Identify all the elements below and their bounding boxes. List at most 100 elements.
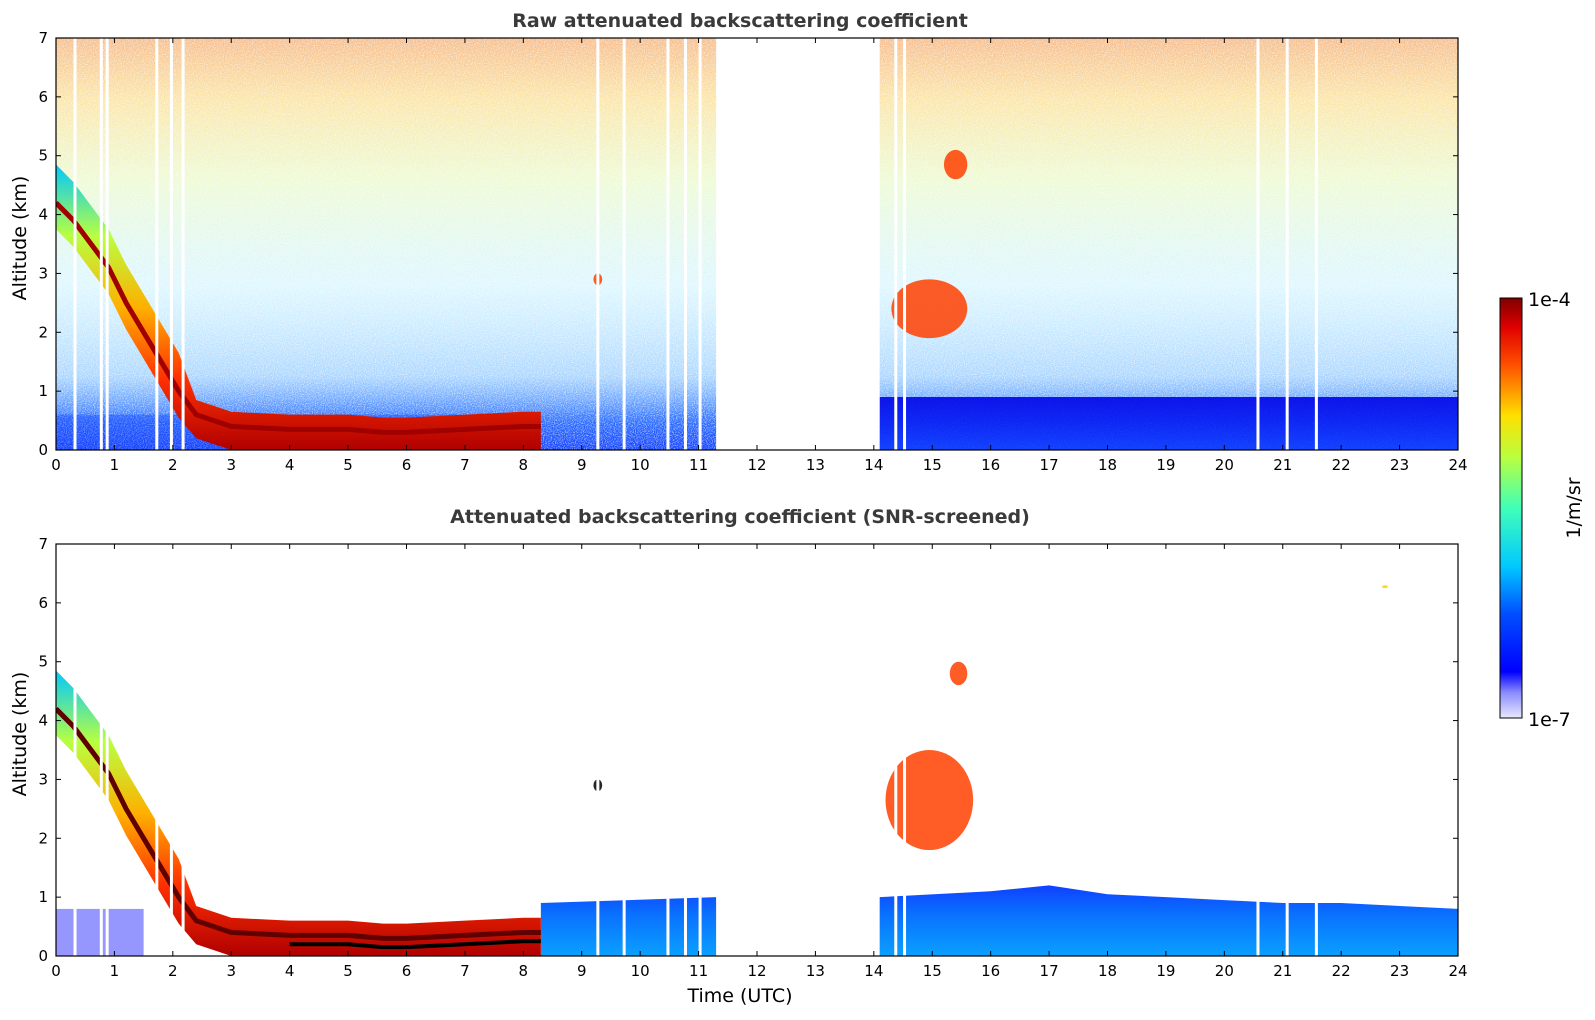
x-axis-ticks: 0 1 2 3 4 5 6 7 8 9 10 11 12 13 14 15 16 17 18 19 20 21 22 23 24	[51, 38, 1468, 474]
y-tick-label: 5	[38, 653, 48, 671]
y-tick-label: 0	[38, 947, 48, 965]
x-tick-label: 22	[1332, 456, 1351, 474]
y-tick-label: 0	[38, 441, 48, 459]
panel-title: Raw attenuated backscattering coefficien…	[512, 10, 968, 32]
cloud-feature	[891, 279, 968, 339]
x-tick-label: 19	[1156, 456, 1175, 474]
missing-profile	[169, 38, 173, 450]
x-tick-label: 17	[1040, 962, 1059, 980]
missing-profile	[73, 38, 77, 450]
x-tick-label: 18	[1098, 456, 1117, 474]
panel-screened: Attenuated backscattering coefficient (S…	[9, 506, 1468, 1007]
y-axis-ticks: 0 1 2 3 4 5 6 7	[38, 535, 1458, 965]
colorbar: 1e-4 1e-7 1/m/sr	[1499, 289, 1585, 731]
missing-profile	[666, 544, 670, 956]
x-tick-label: 17	[1040, 456, 1059, 474]
x-tick-label: 1	[110, 456, 120, 474]
x-tick-label: 3	[226, 962, 236, 980]
x-tick-label: 0	[51, 456, 61, 474]
missing-profile	[99, 544, 103, 956]
x-tick-label: 1	[110, 962, 120, 980]
x-tick-label: 7	[460, 456, 470, 474]
x-tick-label: 4	[285, 456, 295, 474]
x-tick-label: 24	[1448, 456, 1467, 474]
y-tick-label: 3	[38, 264, 48, 282]
x-tick-label: 23	[1390, 962, 1409, 980]
colorbar-unit-label: 1/m/sr	[1563, 477, 1585, 538]
x-tick-label: 3	[226, 456, 236, 474]
panel-title: Attenuated backscattering coefficient (S…	[450, 506, 1030, 528]
missing-profile	[1285, 544, 1289, 956]
missing-profile	[73, 544, 77, 956]
missing-profile	[1256, 544, 1260, 956]
colorbar-min-label: 1e-7	[1528, 709, 1571, 731]
x-tick-label: 22	[1332, 962, 1351, 980]
data-gap	[716, 544, 880, 956]
missing-profile	[894, 38, 898, 450]
missing-profile	[1314, 544, 1318, 956]
missing-profile	[99, 38, 103, 450]
missing-profile	[1314, 38, 1318, 450]
y-tick-label: 3	[38, 770, 48, 788]
colorbar-gradient	[1499, 297, 1523, 719]
x-tick-label: 5	[343, 962, 353, 980]
boundary-layer	[540, 885, 1458, 956]
x-tick-label: 16	[981, 962, 1000, 980]
x-tick-label: 9	[577, 456, 587, 474]
x-tick-label: 13	[806, 456, 825, 474]
y-tick-label: 2	[38, 323, 48, 341]
x-tick-label: 0	[51, 962, 61, 980]
x-tick-label: 2	[168, 962, 178, 980]
missing-profile	[155, 38, 159, 450]
x-tick-label: 15	[923, 456, 942, 474]
cloud-feature	[1382, 585, 1388, 589]
x-tick-label: 20	[1215, 456, 1234, 474]
y-tick-label: 7	[38, 535, 48, 553]
x-tick-label: 8	[519, 456, 529, 474]
y-tick-label: 6	[38, 88, 48, 106]
missing-profile	[622, 38, 626, 450]
x-tick-label: 10	[631, 456, 650, 474]
x-tick-label: 12	[747, 456, 766, 474]
x-tick-label: 4	[285, 962, 295, 980]
x-tick-label: 16	[981, 456, 1000, 474]
x-tick-label: 23	[1390, 456, 1409, 474]
missing-profile	[622, 544, 626, 956]
colorbar-max-label: 1e-4	[1528, 289, 1571, 311]
x-tick-label: 21	[1273, 456, 1292, 474]
missing-profile	[1256, 38, 1260, 450]
x-tick-label: 5	[343, 456, 353, 474]
missing-profile	[596, 544, 600, 956]
heatmap-area	[55, 543, 1459, 957]
x-tick-label: 24	[1448, 962, 1467, 980]
boundary-layer	[879, 397, 1458, 450]
cloud-feature	[943, 149, 968, 180]
x-tick-label: 14	[864, 456, 883, 474]
panel-raw: Raw attenuated backscattering coefficien…	[9, 10, 1468, 474]
x-axis-ticks: 0 1 2 3 4 5 6 7 8 9 10 11 12 13 14 15 16 17 18 19 20 21 22 23 24	[51, 544, 1468, 980]
missing-profile	[683, 544, 687, 956]
missing-profile	[155, 544, 159, 956]
missing-profile	[698, 544, 702, 956]
missing-profile	[903, 544, 907, 956]
x-tick-label: 12	[747, 962, 766, 980]
data-gap	[716, 38, 880, 450]
missing-profile	[903, 38, 907, 450]
x-axis-label: Time (UTC)	[686, 985, 792, 1007]
cloud-feature	[885, 750, 974, 851]
y-axis-label: Altitude (km)	[9, 672, 31, 797]
x-tick-label: 6	[402, 456, 412, 474]
x-tick-label: 7	[460, 962, 470, 980]
x-tick-label: 8	[519, 962, 529, 980]
missing-profile	[181, 38, 185, 450]
y-axis-ticks: 0 1 2 3 4 5 6 7	[38, 29, 1458, 459]
cloud-layer	[56, 670, 541, 956]
x-tick-label: 11	[689, 456, 708, 474]
missing-profile	[596, 38, 600, 450]
missing-profile	[698, 38, 702, 450]
cloud-feature	[949, 661, 968, 686]
x-tick-label: 14	[864, 962, 883, 980]
missing-profile	[894, 544, 898, 956]
saturated-core	[289, 939, 541, 950]
